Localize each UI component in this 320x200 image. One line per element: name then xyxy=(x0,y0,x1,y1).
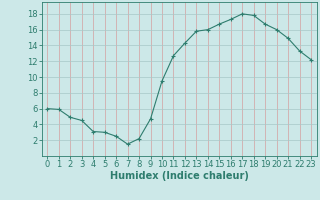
X-axis label: Humidex (Indice chaleur): Humidex (Indice chaleur) xyxy=(110,171,249,181)
